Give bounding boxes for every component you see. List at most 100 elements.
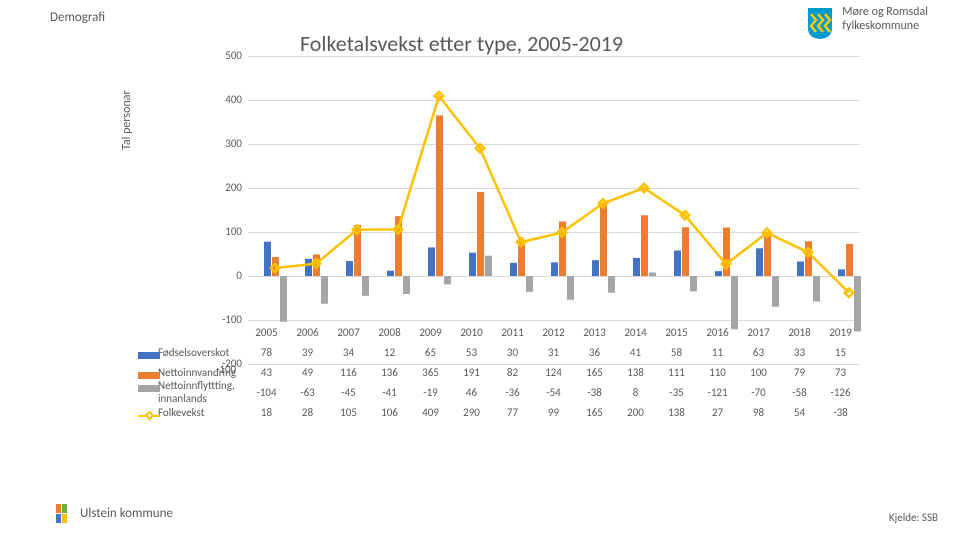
table-cell: -121: [697, 386, 738, 399]
table-cell: 63: [738, 346, 779, 359]
shield-icon: [806, 6, 834, 40]
table-cell: 65: [410, 346, 451, 359]
y-tick: 300: [214, 137, 242, 150]
table-cell: 116: [328, 366, 369, 379]
y-tick: 0: [214, 269, 242, 282]
table-cell: 34: [328, 346, 369, 359]
table-cell: 58: [656, 346, 697, 359]
table-cell: 46: [451, 386, 492, 399]
table-cell: 409: [410, 406, 451, 419]
bar: [641, 215, 648, 276]
county-logo: Møre og Romsdal fylkeskommune: [806, 6, 928, 40]
source-label: Kjelde: SSB: [889, 511, 938, 524]
table-cell: 111: [656, 366, 697, 379]
logo-line1: Møre og Romsdal: [842, 6, 928, 20]
year-header-cell: 2012: [533, 326, 574, 339]
year-header-cell: 2008: [369, 326, 410, 339]
bar: [764, 232, 771, 276]
table-cell: 39: [287, 346, 328, 359]
table-cell: 30: [492, 346, 533, 359]
year-header-cell: 2015: [656, 326, 697, 339]
bar: [567, 276, 574, 300]
y-tick: 500: [214, 49, 242, 62]
table-cell: 11: [697, 346, 738, 359]
legend-swatch: [138, 352, 160, 359]
table-cell: 53: [451, 346, 492, 359]
table-cell: 106: [369, 406, 410, 419]
bar: [756, 248, 763, 276]
table-cell: 100: [738, 366, 779, 379]
bar: [510, 263, 517, 276]
table-cell: 31: [533, 346, 574, 359]
table-header-row: 2005200620072008200920102011201220132014…: [130, 322, 880, 342]
table-cell: 138: [656, 406, 697, 419]
year-header-cell: 2017: [738, 326, 779, 339]
table-cell: 36: [574, 346, 615, 359]
year-header-cell: 2007: [328, 326, 369, 339]
logo-line2: fylkeskommune: [842, 20, 928, 34]
bar: [305, 259, 312, 276]
year-header-cell: 2018: [779, 326, 820, 339]
table-cell: -58: [779, 386, 820, 399]
legend-swatch: [138, 372, 160, 379]
bar: [485, 256, 492, 276]
bar: [690, 276, 697, 291]
data-table: 2005200620072008200920102011201220132014…: [130, 322, 880, 422]
bar: [772, 276, 779, 307]
table-cell: 73: [820, 366, 861, 379]
series-label: Fødselsoverskot: [130, 346, 246, 359]
table-cell: 165: [574, 366, 615, 379]
y-axis-label: Tal personar: [120, 90, 134, 150]
bar: [444, 276, 451, 284]
table-cell: 200: [615, 406, 656, 419]
bar: [403, 276, 410, 294]
table-cell: 136: [369, 366, 410, 379]
series-label: Nettoinnflyttting, innanlands: [130, 379, 246, 405]
y-tick: 100: [214, 225, 242, 238]
table-cell: 82: [492, 366, 533, 379]
bar: [592, 260, 599, 276]
table-cell: 138: [615, 366, 656, 379]
bar: [797, 261, 804, 276]
table-cell: 105: [328, 406, 369, 419]
table-cell: 77: [492, 406, 533, 419]
year-header-cell: 2014: [615, 326, 656, 339]
table-cell: 41: [615, 346, 656, 359]
bar: [346, 261, 353, 276]
table-cell: -126: [820, 386, 861, 399]
bar: [682, 227, 689, 276]
table-cell: -36: [492, 386, 533, 399]
municipality-footer: Ulstein kommune: [54, 502, 173, 524]
table-cell: 98: [738, 406, 779, 419]
table-cell: 43: [246, 366, 287, 379]
bar: [436, 115, 443, 276]
table-cell: -19: [410, 386, 451, 399]
table-cell: 165: [574, 406, 615, 419]
table-row: Fødselsoverskot7839341265533031364158116…: [130, 342, 880, 362]
table-cell: 12: [369, 346, 410, 359]
table-cell: 8: [615, 386, 656, 399]
table-cell: 290: [451, 406, 492, 419]
table-row: Folkevekst182810510640929077991652001382…: [130, 402, 880, 422]
table-cell: -35: [656, 386, 697, 399]
table-cell: 28: [287, 406, 328, 419]
table-cell: 365: [410, 366, 451, 379]
year-header-cell: 2010: [451, 326, 492, 339]
legend-swatch: [138, 415, 160, 417]
bar: [551, 262, 558, 276]
legend-swatch: [138, 385, 160, 392]
year-header-cell: 2013: [574, 326, 615, 339]
table-cell: -63: [287, 386, 328, 399]
table-cell: 191: [451, 366, 492, 379]
table-cell: 27: [697, 406, 738, 419]
bar: [674, 250, 681, 276]
bar: [469, 253, 476, 276]
table-cell: -41: [369, 386, 410, 399]
neg-100-tick: -100: [216, 363, 236, 376]
bar: [362, 276, 369, 296]
table-cell: -38: [574, 386, 615, 399]
municipality-icon: [54, 502, 72, 524]
table-cell: -45: [328, 386, 369, 399]
table-row: Nettoinnflyttting, innanlands-104-63-45-…: [130, 382, 880, 402]
series-label: Folkevekst: [130, 406, 246, 419]
